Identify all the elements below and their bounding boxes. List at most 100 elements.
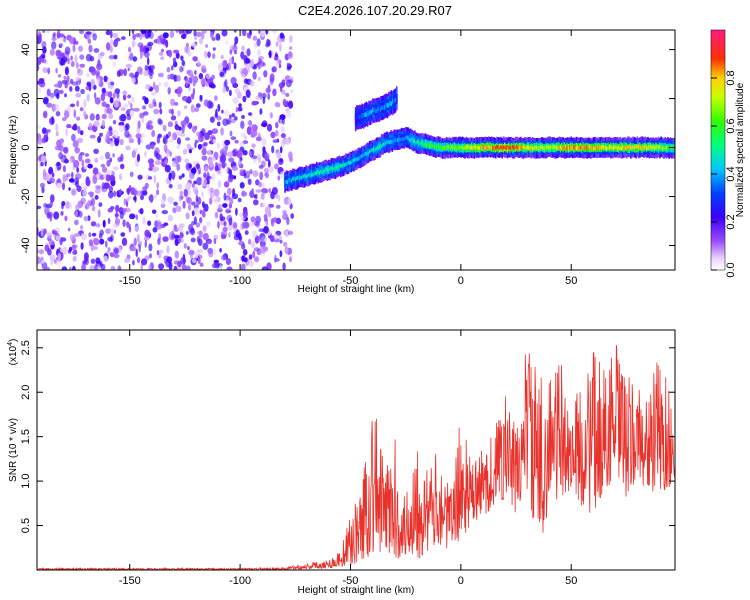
heatmap-signal-cell <box>473 144 476 149</box>
heatmap-noise-cell <box>57 30 61 33</box>
heatmap-signal-cell <box>623 146 625 150</box>
heatmap-signal-cell <box>339 163 342 168</box>
heatmap-noise-cell <box>127 188 130 196</box>
heatmap-signal-cell <box>328 168 330 173</box>
heatmap-noise-cell <box>181 124 185 134</box>
heatmap-noise-cell <box>166 67 171 73</box>
heatmap-noise-cell <box>75 173 82 180</box>
heatmap-noise-cell <box>230 77 237 85</box>
heatmap-noise-cell <box>177 183 183 190</box>
heatmap-noise-cell <box>179 223 185 228</box>
heatmap-noise-cell <box>49 253 56 261</box>
heatmap-noise-cell <box>109 252 115 258</box>
heatmap-noise-cell <box>69 36 75 45</box>
heatmap-signal-cell <box>482 145 485 149</box>
heatmap-noise-cell <box>161 48 164 53</box>
heatmap-signal-cell <box>318 171 321 175</box>
heatmap-noise-cell <box>279 158 283 163</box>
heatmap-signal-cell <box>346 161 349 166</box>
heatmap-noise-cell <box>83 163 88 170</box>
heatmap-signal-cell <box>480 144 482 149</box>
heatmap-noise-cell <box>170 115 177 121</box>
heatmap-noise-cell <box>50 194 55 203</box>
heatmap-signal-cell <box>433 145 436 149</box>
heatmap-noise-cell <box>43 266 50 270</box>
heatmap-noise-cell <box>154 30 158 33</box>
heatmap-noise-cell <box>204 165 208 173</box>
heatmap-signal-cell <box>628 145 631 149</box>
heatmap-noise-cell <box>53 211 60 220</box>
heatmap-noise-cell <box>252 230 258 239</box>
snr-x-ticks: -150 -100 -50 0 50 <box>119 330 577 587</box>
heatmap-noise-cell <box>254 256 260 263</box>
heatmap-noise-cell <box>238 159 243 168</box>
heatmap-noise-cell <box>103 182 110 189</box>
heatmap-signal-cell <box>502 145 505 150</box>
heatmap-noise-cell <box>134 71 139 78</box>
heatmap-signal-cell <box>436 145 439 150</box>
heatmap-noise-cell <box>158 263 165 270</box>
heatmap-noise-cell <box>248 112 252 116</box>
heatmap-noise-cell <box>89 56 95 62</box>
heatmap-noise-cell <box>83 99 87 108</box>
heatmap-noise-cell <box>76 68 84 76</box>
heatmap-noise-cell <box>139 208 144 215</box>
heatmap-noise-cell <box>188 249 195 256</box>
heatmap-noise-cell <box>156 167 160 171</box>
heatmap-noise-cell <box>70 55 73 61</box>
heatmap-noise-cell <box>180 238 184 243</box>
heatmap-noise-cell <box>88 239 93 247</box>
heatmap-noise-cell <box>63 158 69 164</box>
heatmap-signal-cell <box>481 146 484 151</box>
heatmap-noise-cell <box>111 33 118 38</box>
heatmap-noise-cell <box>253 42 258 48</box>
heatmap-signal-cell <box>439 145 441 150</box>
x-tick-label: 0 <box>458 275 464 287</box>
heatmap-signal-cell <box>539 145 542 149</box>
heatmap-noise-cell <box>88 191 94 196</box>
heatmap-noise-cell <box>140 190 144 195</box>
heatmap-noise-cell <box>66 124 72 129</box>
heatmap-signal-cell <box>647 146 649 151</box>
heatmap-branch-cell <box>370 109 373 115</box>
heatmap-cells <box>37 30 675 270</box>
heatmap-signal-cell <box>640 146 643 150</box>
heatmap-signal-cell <box>350 160 353 165</box>
heatmap-noise-cell <box>136 66 143 75</box>
heatmap-noise-cell <box>47 129 51 133</box>
heatmap-noise-cell <box>216 115 222 121</box>
heatmap-noise-cell <box>185 231 189 235</box>
heatmap-noise-cell <box>167 121 173 128</box>
heatmap-noise-cell <box>40 228 44 237</box>
heatmap-noise-cell <box>205 221 212 227</box>
heatmap-signal-cell <box>312 172 314 177</box>
heatmap-noise-cell <box>63 110 70 119</box>
heatmap-noise-cell <box>192 186 198 194</box>
heatmap-noise-cell <box>274 254 277 263</box>
heatmap-noise-cell <box>271 187 278 195</box>
heatmap-noise-cell <box>212 53 216 59</box>
heatmap-noise-cell <box>176 75 181 82</box>
y-tick-label: 20 <box>20 92 32 104</box>
heatmap-noise-cell <box>278 63 282 69</box>
heatmap-signal-cell <box>641 146 644 151</box>
snr-series-line <box>37 345 675 570</box>
heatmap-noise-cell <box>167 131 172 138</box>
heatmap-signal-cell <box>549 145 551 150</box>
heatmap-signal-cell <box>657 145 660 150</box>
heatmap-branch-cell <box>378 107 381 112</box>
heatmap-signal-cell <box>324 169 326 173</box>
heatmap-signal-cell <box>396 138 399 143</box>
heatmap-noise-cell <box>205 72 211 80</box>
heatmap-noise-cell <box>178 175 183 180</box>
heatmap-noise-cell <box>40 182 45 188</box>
heatmap-signal-cell <box>610 145 612 149</box>
heatmap-noise-cell <box>42 110 48 119</box>
heatmap-noise-cell <box>62 246 68 255</box>
heatmap-noise-cell <box>222 86 226 93</box>
heatmap-signal-cell <box>530 145 533 150</box>
heatmap-noise-cell <box>287 197 292 206</box>
heatmap-noise-cell <box>153 175 157 184</box>
heatmap-noise-cell <box>76 100 80 107</box>
heatmap-noise-cell <box>165 259 171 268</box>
